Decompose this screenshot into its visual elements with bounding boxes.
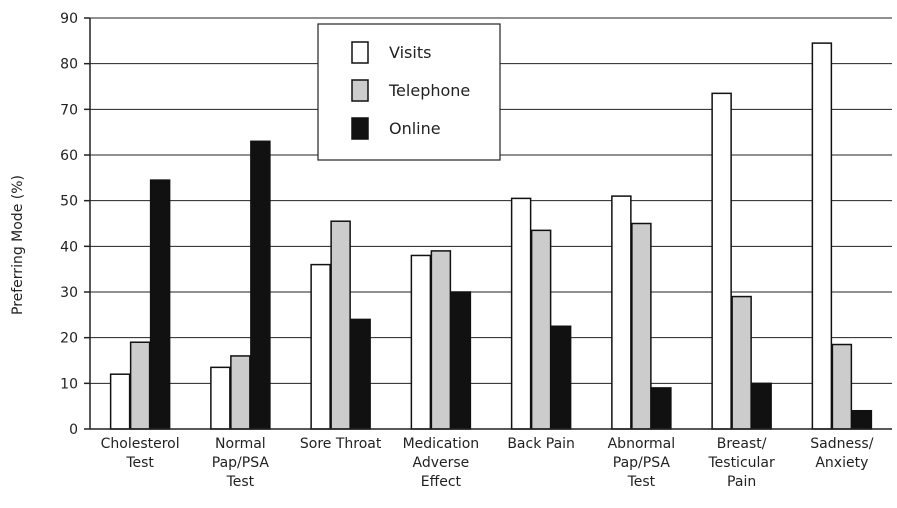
bar-online-5 [651,387,672,430]
legend-swatch-online [351,117,369,140]
y-tick-label: 90 [60,11,78,27]
bar-online-3 [450,291,472,430]
category-label: Breast/ [717,436,767,452]
bar-online-1 [250,140,271,430]
bar-online-7 [851,409,873,430]
y-tick-label: 80 [60,57,78,73]
category-label: Anxiety [815,455,868,471]
bar-visits-3 [410,254,432,430]
bar-visits-5 [611,195,632,430]
category-label: Test [226,474,255,490]
category-label: Sore Throat [300,436,382,452]
bar-telephone-2 [330,220,351,430]
y-tick-label: 20 [60,331,78,347]
category-label: Abnormal [608,436,676,452]
category-label: Pap/PSA [613,455,671,471]
category-label: Test [627,474,656,490]
bar-online-4 [550,325,572,430]
bar-telephone-0 [129,341,151,430]
y-tick-label: 30 [60,285,78,301]
bar-telephone-6 [731,295,752,430]
category-label: Adverse [412,455,469,471]
bar-visits-2 [310,263,331,430]
legend-label-visits: Visits [389,43,431,62]
bar-telephone-7 [831,343,853,430]
category-label: Effect [421,474,462,490]
bar-visits-4 [510,197,532,430]
y-tick-label: 60 [60,148,78,164]
y-axis-ticks: 0 10 20 30 40 50 60 70 80 90 [60,11,90,438]
y-tick-label: 10 [60,376,78,392]
y-tick-label: 40 [60,239,78,255]
bar-visits-1 [210,366,231,430]
category-label: Testicular [707,455,774,471]
bar-online-6 [751,382,772,430]
bar-visits-6 [711,92,732,430]
category-label: Cholesterol [101,436,180,452]
category-label: Pap/PSA [212,455,270,471]
category-label: Normal [215,436,266,452]
bar-online-2 [350,318,371,430]
legend-swatch-telephone [351,79,369,102]
category-label: Pain [727,474,756,490]
category-label: Sadness/ [810,436,873,452]
y-tick-label: 70 [60,102,78,118]
bar-telephone-3 [430,250,452,430]
bar-telephone-4 [530,229,552,430]
legend-box [317,23,501,161]
bar-visits-7 [811,42,833,430]
y-tick-label: 50 [60,194,78,210]
bar-telephone-1 [230,355,251,430]
legend-label-online: Online [389,119,441,138]
legend-label-telephone: Telephone [388,81,470,100]
bar-telephone-5 [631,222,652,430]
category-label: Back Pain [507,436,575,452]
y-axis-label: Preferring Mode (%) [10,175,26,315]
category-label: Test [125,455,154,471]
category-label: Medication [403,436,480,452]
bar-online-0 [149,179,171,430]
legend-swatch-visits [351,41,369,64]
bar-visits-0 [109,373,131,430]
y-tick-label: 0 [69,422,78,438]
legend: Visits Telephone Online [317,23,501,161]
x-axis-categories: Cholesterol Test Normal Pap/PSA Test Sore Thr… [101,436,874,490]
